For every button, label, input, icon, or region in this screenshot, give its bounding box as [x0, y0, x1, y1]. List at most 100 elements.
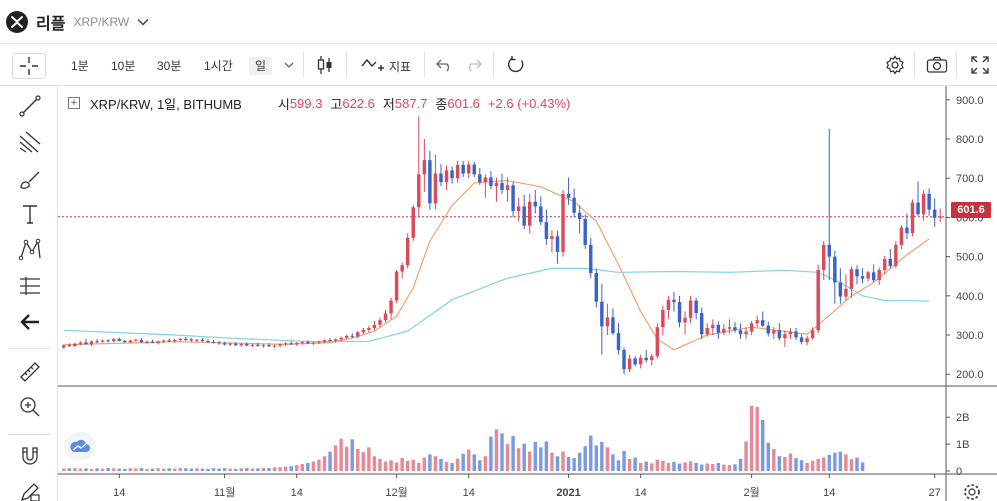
crosshair-icon[interactable]	[16, 65, 44, 93]
volume-bar	[822, 457, 826, 471]
gear-teeth	[964, 484, 980, 500]
volume-bar	[528, 451, 532, 471]
volume-bar	[633, 457, 637, 471]
text-icon[interactable]	[16, 200, 44, 228]
toolbar-divider	[493, 52, 494, 78]
volume-bar	[234, 468, 238, 471]
chevron-down-icon[interactable]	[137, 18, 149, 26]
cloud-icon[interactable]	[64, 432, 96, 460]
volume-bar	[222, 468, 227, 471]
time-tick-label: 2월	[743, 486, 759, 499]
candlestick-icon[interactable]	[312, 52, 338, 78]
settings-icon[interactable]	[882, 52, 908, 78]
candle-body	[378, 320, 382, 325]
fib-icon[interactable]	[16, 128, 44, 156]
pattern-icon[interactable]	[16, 236, 44, 264]
undo-icon[interactable]	[432, 52, 458, 78]
measure-lines-icon[interactable]	[16, 272, 44, 300]
volume-bar	[455, 458, 460, 471]
candle-body	[594, 273, 599, 302]
indicator-icon[interactable]	[360, 52, 386, 78]
volume-bar	[150, 468, 155, 471]
candle-body	[267, 345, 271, 347]
trend-line-icon[interactable]	[16, 92, 44, 120]
candle-body	[278, 344, 282, 346]
candle-body	[772, 330, 776, 334]
price-tick-label: 300.0	[956, 330, 984, 342]
crosshair-icon[interactable]	[12, 53, 46, 79]
candle-body	[300, 342, 305, 344]
legend-symbol[interactable]: XRP/KRW, 1일, BITHUMB	[90, 96, 242, 112]
camera-icon[interactable]	[924, 52, 950, 78]
fullscreen-icon[interactable]	[967, 52, 993, 78]
brush-icon[interactable]	[16, 165, 44, 193]
interval-30min[interactable]: 30분	[157, 59, 182, 73]
candle-body	[866, 272, 870, 279]
candle-body	[760, 320, 765, 326]
toolbar-divider	[914, 52, 915, 78]
candle-body	[178, 338, 182, 341]
volume-bar	[772, 448, 776, 471]
candle-body	[84, 342, 88, 345]
volume-bar	[383, 461, 388, 471]
lock-pencil-icon[interactable]	[16, 478, 44, 501]
volume-bar	[539, 447, 543, 471]
volume-bar	[494, 429, 499, 471]
time-tick-label: 12월	[385, 486, 407, 499]
chevron-down-icon[interactable]	[276, 52, 302, 78]
candle-body	[89, 341, 94, 345]
volume-bar	[405, 460, 410, 471]
volume-bar	[78, 468, 83, 471]
volume-bar	[156, 468, 160, 471]
volume-bar	[134, 468, 138, 471]
volume-bar	[716, 462, 721, 471]
candle-body	[172, 340, 177, 342]
candle-body	[805, 338, 809, 343]
candle-body	[605, 317, 610, 327]
legend-low: 587.7	[394, 95, 428, 111]
volume-bar	[95, 468, 99, 471]
candle-body	[921, 193, 926, 215]
indicator-label[interactable]: 지표	[389, 60, 412, 74]
interval-1hour[interactable]: 1시간	[204, 59, 233, 73]
candle-body	[344, 335, 349, 338]
candle-body	[650, 356, 654, 361]
interval-day[interactable]: 일	[249, 57, 273, 75]
candle-body	[694, 300, 698, 314]
candle-body	[461, 164, 465, 174]
volume-bar	[283, 466, 288, 471]
volume-bar	[694, 462, 698, 471]
candle-body	[600, 301, 604, 327]
volume-bar	[749, 405, 754, 471]
refresh-icon[interactable]	[503, 52, 529, 78]
volume-bar	[622, 450, 626, 471]
candle-body	[683, 317, 687, 323]
candle-body	[472, 164, 476, 175]
zoom-in-icon[interactable]	[16, 393, 44, 421]
moving-average-long	[63, 267, 930, 343]
back-arrow-icon[interactable]	[16, 308, 44, 336]
interval-1min[interactable]: 1분	[71, 59, 89, 73]
volume-bar	[760, 419, 765, 471]
candle-body	[788, 331, 793, 335]
volume-bar	[794, 458, 798, 471]
volume-bar	[117, 468, 121, 471]
price-tick-label: 500.0	[956, 252, 984, 264]
candle-body	[894, 244, 898, 267]
candle-body	[500, 182, 504, 190]
toolbar-divider	[424, 52, 425, 78]
volume-bar	[555, 456, 560, 471]
volume-bar	[627, 458, 632, 471]
price-chart[interactable]: 200.0300.0400.0500.0600.0700.0800.0900.0…	[58, 86, 997, 501]
candle-body	[666, 299, 671, 310]
candle-body	[106, 340, 110, 342]
ruler-icon[interactable]	[16, 358, 44, 386]
magnet-icon[interactable]	[16, 442, 44, 470]
interval-10min[interactable]: 10분	[111, 59, 136, 73]
volume-bar	[572, 458, 576, 471]
plus-icon[interactable]: +	[68, 97, 80, 109]
price-tick-label: 400.0	[956, 291, 984, 303]
candle-body	[328, 340, 332, 342]
volume-bar	[705, 463, 709, 471]
redo-icon[interactable]	[460, 52, 486, 78]
